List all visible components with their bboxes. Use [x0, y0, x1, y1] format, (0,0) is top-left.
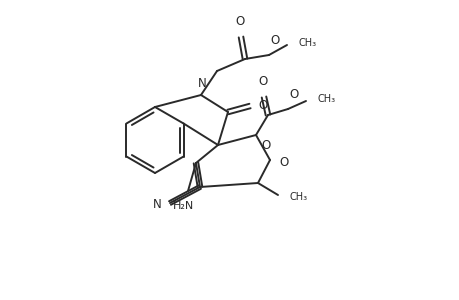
Text: O: O: [235, 15, 244, 28]
Text: O: O: [257, 98, 267, 112]
Text: CH₃: CH₃: [317, 94, 336, 104]
Text: O: O: [269, 34, 279, 47]
Text: N: N: [197, 77, 206, 90]
Text: N: N: [153, 199, 162, 212]
Text: O: O: [279, 155, 288, 169]
Text: CH₃: CH₃: [298, 38, 316, 48]
Text: O: O: [260, 139, 270, 152]
Text: O: O: [258, 75, 267, 88]
Text: O: O: [288, 88, 297, 101]
Text: H₂N: H₂N: [173, 201, 194, 211]
Text: CH₃: CH₃: [289, 192, 308, 202]
